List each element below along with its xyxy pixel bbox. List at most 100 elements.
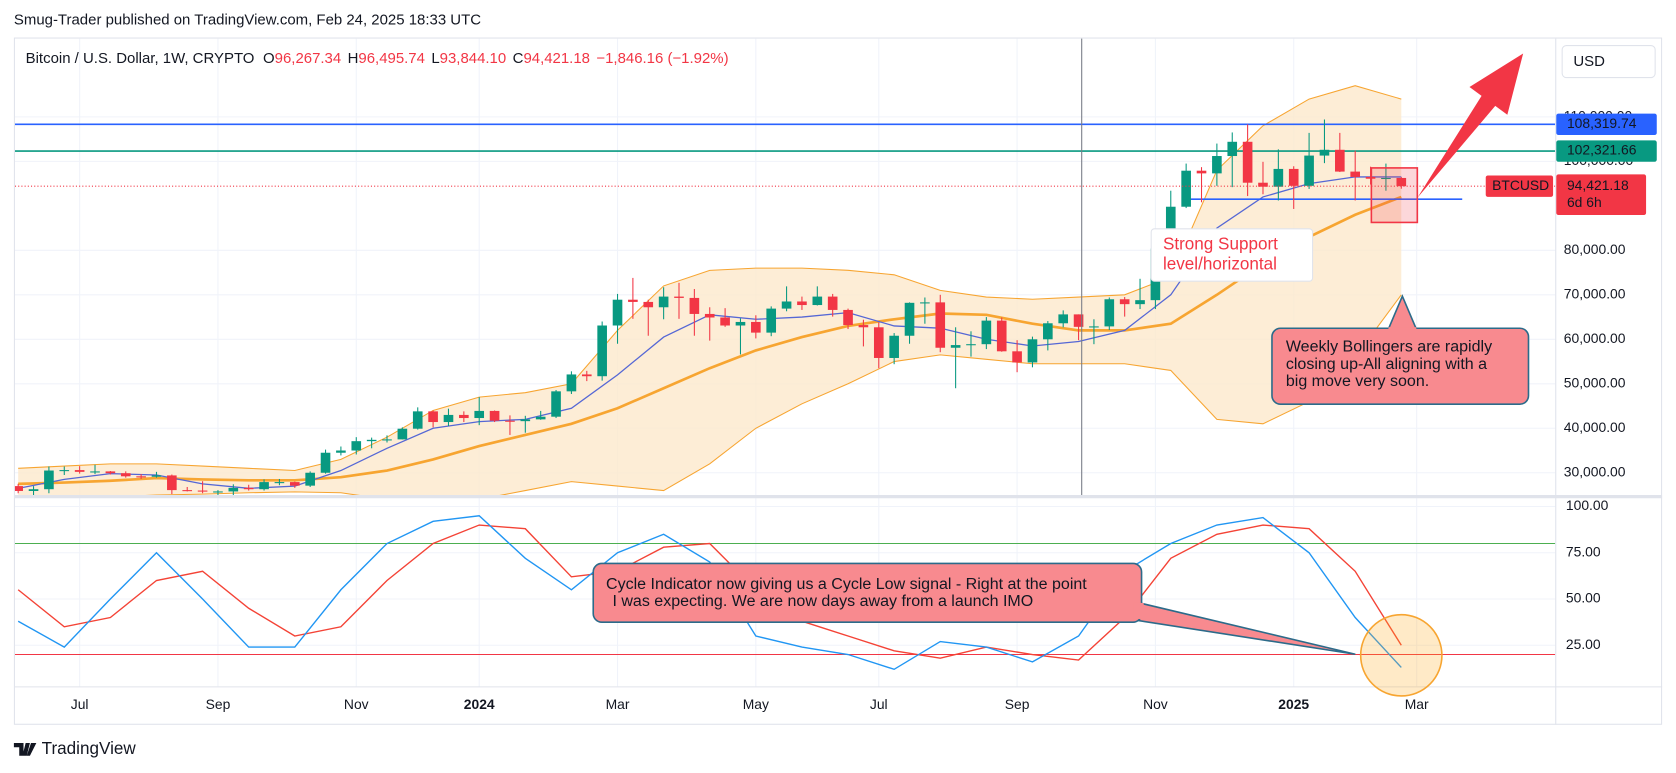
- bollinger-note-line: Weekly Bollingers are rapidly: [1286, 338, 1492, 356]
- candle-body: [1181, 170, 1191, 207]
- c-label: C: [513, 50, 524, 67]
- candle-body: [858, 325, 869, 328]
- y-tick-label: 75.00: [1566, 543, 1601, 559]
- candle-body: [428, 411, 438, 423]
- brand-logo: TradingView: [13, 739, 136, 758]
- candle-body: [136, 476, 146, 478]
- x-tick-label: Jul: [71, 696, 89, 712]
- frame: [13, 37, 1663, 725]
- candle-body: [781, 301, 792, 309]
- x-tick-label: Nov: [1143, 696, 1168, 712]
- c-value: 94,421.18: [523, 50, 590, 67]
- candle-body: [1135, 300, 1145, 305]
- candle-body: [597, 325, 607, 377]
- candle-body: [704, 313, 715, 318]
- candle-body: [1089, 326, 1099, 328]
- candle-body: [1242, 141, 1253, 183]
- countdown-label: 6d 6h: [1567, 194, 1602, 210]
- candle-body: [320, 452, 331, 473]
- currency-box: [1561, 44, 1656, 79]
- l-value: 93,844.10: [440, 50, 507, 67]
- y-tick-label: 60,000.00: [1564, 330, 1626, 346]
- candle-body: [581, 374, 592, 377]
- candle-body: [612, 299, 623, 326]
- o-value: 96,267.34: [275, 50, 342, 67]
- x-tick-label: Mar: [606, 696, 630, 712]
- candle-body: [966, 344, 976, 346]
- up-arrow: [1417, 53, 1524, 198]
- candle-body: [797, 301, 807, 306]
- support-note-box: [1150, 228, 1314, 282]
- candle-body: [505, 420, 515, 422]
- price-pane: [14, 85, 1556, 495]
- x-tick-label: Jul: [870, 696, 888, 712]
- candle-body: [904, 302, 915, 336]
- candle-body: [228, 487, 239, 492]
- candle-body: [1304, 155, 1314, 186]
- bollinger-note-line: closing up-All aligning with a: [1286, 355, 1487, 373]
- candle-body: [1119, 299, 1130, 305]
- candle-body: [520, 419, 531, 422]
- h-label: H: [348, 50, 359, 67]
- band-fill: [18, 85, 1402, 495]
- candle-body: [843, 309, 853, 326]
- candle-body: [151, 475, 162, 477]
- candle-body: [305, 472, 315, 486]
- candle-body: [1227, 141, 1238, 157]
- o-label: O: [263, 50, 275, 67]
- candle-body: [873, 327, 884, 358]
- last-price-label: 94,421.18: [1567, 177, 1629, 193]
- candle-body: [889, 335, 899, 358]
- x-tick-label: May: [743, 696, 769, 712]
- currency: USD: [1573, 53, 1605, 70]
- candle-body: [167, 475, 177, 491]
- candle-body: [735, 321, 746, 326]
- candle-body: [1365, 176, 1376, 179]
- candle-body: [935, 302, 946, 348]
- level-label: 102,321.66: [1567, 142, 1637, 158]
- candle-body: [366, 439, 377, 442]
- candle-body: [336, 450, 346, 453]
- level-label-box: [1556, 113, 1657, 136]
- candle-body: [1073, 314, 1084, 327]
- y-tick-label: 100.00: [1566, 497, 1609, 513]
- annotations: Strong Support level/horizontal Weekly B…: [592, 53, 1530, 697]
- x-tick-label: Mar: [1405, 696, 1429, 712]
- candle-body: [1012, 351, 1022, 363]
- bollinger-note-line: big move very soon.: [1286, 372, 1429, 390]
- candle-body: [1350, 171, 1361, 177]
- y-tick-label: 50.00: [1566, 590, 1601, 606]
- symbol-label: BTCUSD: [1492, 177, 1549, 193]
- candle-body: [996, 320, 1007, 352]
- candle-body: [459, 414, 469, 419]
- candle-body: [351, 441, 362, 451]
- candle-body: [1165, 206, 1176, 249]
- pointer-join: [1133, 602, 1144, 619]
- cycle-note-line: Cycle Indicator now giving us a Cycle Lo…: [606, 575, 1087, 593]
- candle-body: [1273, 168, 1284, 187]
- candle-body: [535, 416, 546, 420]
- candle-body: [689, 297, 700, 314]
- candle-body: [412, 411, 423, 429]
- legend-header: Bitcoin / U.S. Dollar, 1W, CRYPTO O96,267…: [26, 50, 729, 67]
- candle-body: [289, 482, 300, 486]
- y-tick-label: 40,000.00: [1564, 419, 1626, 435]
- candle-body: [551, 391, 561, 417]
- candle-body: [382, 439, 392, 441]
- candle-body: [1319, 149, 1330, 156]
- candle-body: [1335, 149, 1345, 172]
- candle-body: [74, 470, 85, 472]
- candle-body: [14, 486, 23, 491]
- candle-body: [489, 410, 500, 421]
- candle-body: [197, 490, 208, 492]
- symbol-box: [1485, 175, 1554, 197]
- candle-body: [259, 482, 269, 490]
- y-tick-label: 30,000.00: [1564, 463, 1626, 479]
- candle-body: [1258, 182, 1268, 187]
- candle-body: [120, 473, 131, 477]
- x-tick-label: Nov: [344, 696, 369, 712]
- y-tick-label: 80,000.00: [1564, 241, 1626, 257]
- support-note-line: Strong Support: [1163, 234, 1278, 253]
- candle-body: [1104, 299, 1115, 327]
- h-value: 96,495.74: [358, 50, 425, 67]
